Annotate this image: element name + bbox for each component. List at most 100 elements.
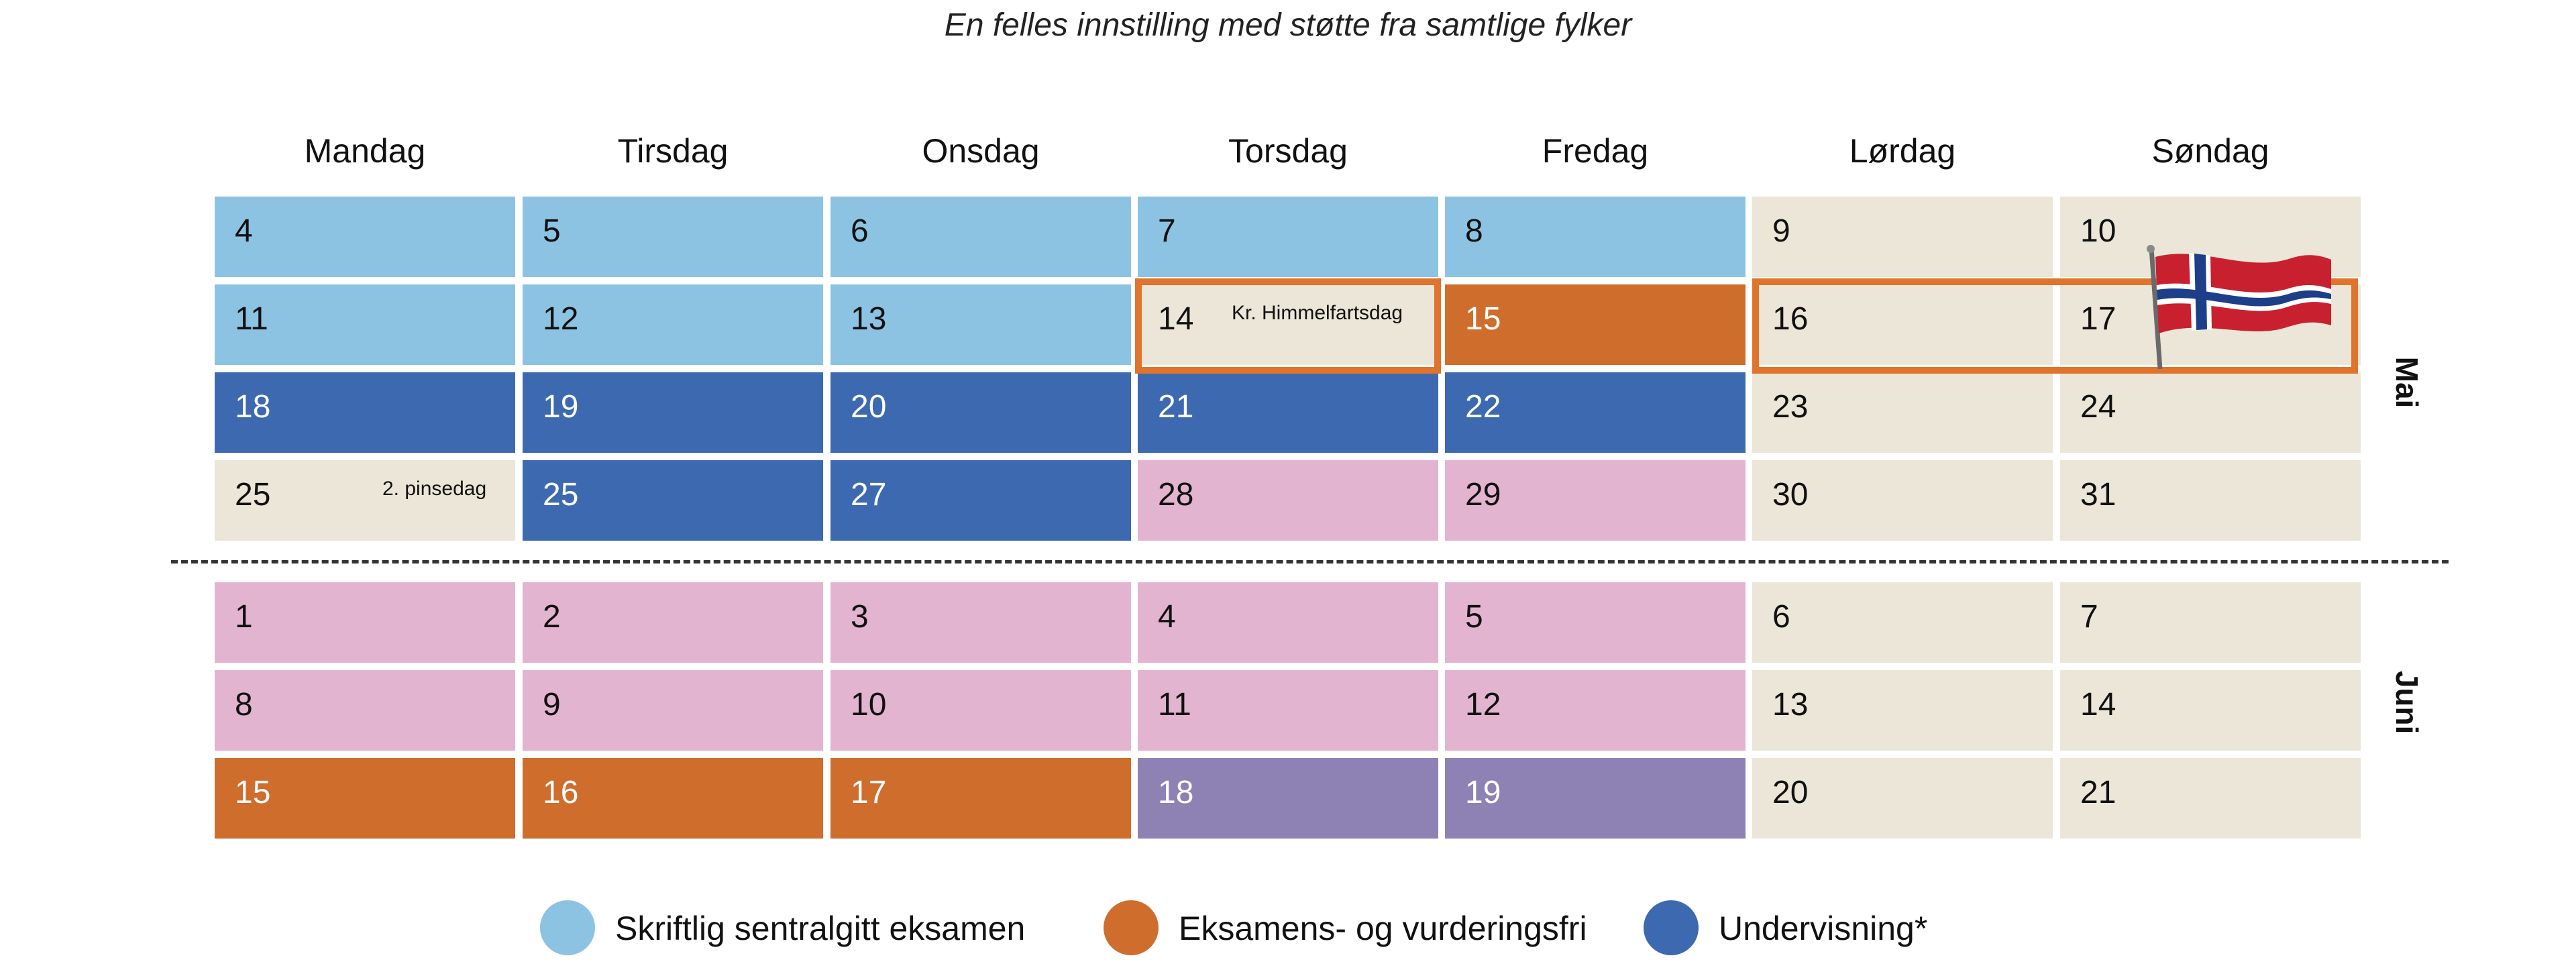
calendar-day-cell: 27 <box>830 460 1131 541</box>
calendar-day-cell: 21 <box>1138 372 1438 453</box>
day-number: 7 <box>1158 213 1176 249</box>
weekday-header-5: Lørdag <box>1849 132 1956 170</box>
calendar-day-cell: 4 <box>1138 582 1438 663</box>
calendar-day-cell: 19 <box>523 372 823 453</box>
day-number: 7 <box>2080 599 2098 635</box>
calendar-day-cell: 2 <box>523 582 823 663</box>
day-number: 18 <box>1158 775 1194 810</box>
day-number: 27 <box>851 477 887 513</box>
day-number: 23 <box>1772 389 1809 425</box>
weekday-header-6: Søndag <box>2151 132 2269 170</box>
day-number: 22 <box>1465 389 1501 425</box>
weekday-header-0: Mandag <box>304 132 426 170</box>
calendar-day-cell: 1 <box>215 582 515 663</box>
calendar-day-cell: 22 <box>1445 372 1746 453</box>
day-number: 13 <box>851 301 887 337</box>
calendar-day-cell: 8 <box>1445 197 1746 277</box>
day-number: 25 <box>543 477 579 513</box>
calendar-day-cell: 23 <box>1752 372 2053 453</box>
day-number: 15 <box>1465 301 1501 337</box>
day-number: 4 <box>235 213 253 249</box>
calendar-day-cell: 8 <box>215 670 515 751</box>
calendar-day-cell: 5 <box>1445 582 1746 663</box>
weekday-header-2: Onsdag <box>922 132 1040 170</box>
calendar-day-cell: 30 <box>1752 460 2053 541</box>
day-number: 10 <box>2080 213 2116 249</box>
day-number: 2 <box>543 599 561 635</box>
day-number: 20 <box>851 389 887 425</box>
day-number: 9 <box>1772 213 1790 249</box>
calendar-day-cell: 11 <box>215 284 515 365</box>
day-number: 25 <box>235 477 271 513</box>
calendar-day-cell: 25 2. pinsedag <box>215 460 515 541</box>
day-number: 16 <box>1772 301 1809 337</box>
calendar-day-cell: 12 <box>523 284 823 365</box>
calendar-day-cell: 31 <box>2060 460 2361 541</box>
day-number: 6 <box>1772 599 1790 635</box>
calendar-day-cell: 29 <box>1445 460 1746 541</box>
day-number: 12 <box>543 301 579 337</box>
day-number: 30 <box>1772 477 1809 513</box>
calendar-day-cell: 24 <box>2060 372 2361 453</box>
day-number: 5 <box>1465 599 1483 635</box>
day-number: 18 <box>235 389 271 425</box>
day-number: 19 <box>1465 775 1501 810</box>
weekday-header-4: Fredag <box>1542 132 1649 170</box>
month-label-june: Juni <box>2390 670 2424 735</box>
subtitle: En felles innstilling med støtte fra sam… <box>944 7 1632 43</box>
day-number: 28 <box>1158 477 1194 513</box>
weekday-header-3: Torsdag <box>1228 132 1348 170</box>
calendar-day-cell: 12 <box>1445 670 1746 751</box>
calendar-day-cell: 20 <box>830 372 1131 453</box>
calendar-day-cell: 20 <box>1752 758 2053 839</box>
calendar-day-cell: 19 <box>1445 758 1746 839</box>
holiday-note: 2. pinsedag <box>382 478 487 500</box>
calendar-day-cell: 16 <box>523 758 823 839</box>
month-label-may: Mai <box>2390 356 2424 409</box>
calendar-day-cell: 15 <box>1445 284 1746 365</box>
weekday-header-1: Tirsdag <box>617 132 729 170</box>
day-number: 8 <box>235 687 253 722</box>
day-number: 24 <box>2080 389 2116 425</box>
norwegian-flag-icon <box>2147 245 2331 370</box>
calendar-day-cell: 16 <box>1752 284 2053 365</box>
day-number: 9 <box>543 687 561 722</box>
day-number: 11 <box>235 301 268 337</box>
day-number: 3 <box>851 599 869 635</box>
day-number: 21 <box>1158 389 1194 425</box>
calendar-day-cell: 28 <box>1138 460 1438 541</box>
calendar-day-cell: 13 <box>1752 670 2053 751</box>
calendar-day-cell: 13 <box>830 284 1131 365</box>
calendar-day-cell: 5 <box>523 197 823 277</box>
legend-label: Skriftlig sentralgitt eksamen <box>615 910 1026 947</box>
day-number: 12 <box>1465 687 1501 722</box>
calendar-day-cell: 7 <box>1138 197 1438 277</box>
legend-label: Undervisning* <box>1719 910 1928 947</box>
calendar-day-cell: 25 <box>523 460 823 541</box>
day-number: 15 <box>235 775 271 810</box>
calendar-day-cell: 10 <box>830 670 1131 751</box>
day-number: 17 <box>2080 301 2116 337</box>
day-number: 1 <box>235 599 253 635</box>
calendar-day-cell: 6 <box>830 197 1131 277</box>
holiday-note: Kr. Himmelfartsdag <box>1232 302 1403 324</box>
calendar-day-cell: 15 <box>215 758 515 839</box>
calendar-day-cell: 14 Kr. Himmelfartsdag <box>1138 284 1438 365</box>
day-number: 20 <box>1772 775 1809 810</box>
calendar-day-cell: 9 <box>1752 197 2053 277</box>
month-divider <box>171 560 2449 564</box>
legend-label: Eksamens- og vurderingsfri <box>1179 910 1587 947</box>
legend-swatch <box>540 900 595 955</box>
day-number: 13 <box>1772 687 1809 722</box>
calendar-day-cell: 4 <box>215 197 515 277</box>
day-number: 5 <box>543 213 561 249</box>
day-number: 21 <box>2080 775 2116 810</box>
day-number: 31 <box>2080 477 2116 513</box>
calendar-day-cell: 3 <box>830 582 1131 663</box>
day-number: 17 <box>851 775 887 810</box>
day-number: 16 <box>543 775 579 810</box>
day-number: 11 <box>1158 687 1191 722</box>
calendar-day-cell: 7 <box>2060 582 2361 663</box>
day-number: 10 <box>851 687 887 722</box>
day-number: 14 <box>2080 687 2116 722</box>
